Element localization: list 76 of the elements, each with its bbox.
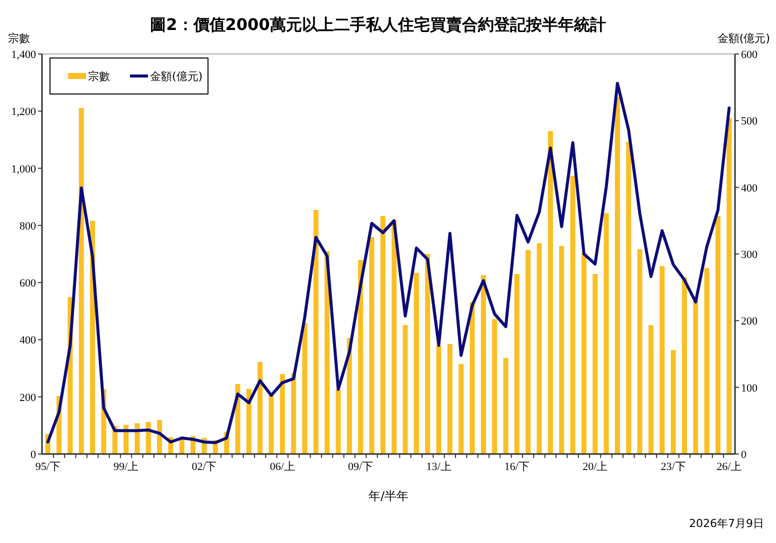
bar xyxy=(402,325,408,454)
y-tick-label: 0 xyxy=(30,449,36,461)
y-tick-label: 400 xyxy=(20,334,36,347)
bar xyxy=(526,250,531,454)
x-tick-label: 06/上 xyxy=(270,460,295,473)
bar xyxy=(414,272,419,454)
y-tick-label: 1,400 xyxy=(11,49,36,61)
bar xyxy=(369,237,374,454)
bar xyxy=(280,374,285,454)
bar xyxy=(592,274,598,454)
bar xyxy=(336,390,341,454)
bar xyxy=(548,131,553,454)
y2-tick-label: 200 xyxy=(741,316,758,328)
y-axis-title: 宗數 xyxy=(8,32,30,45)
bar xyxy=(626,142,632,454)
legend-label: 金額(億元) xyxy=(150,70,203,83)
chart-title: 圖2：價值2000萬元以上二手私人住宅買賣合約登記按半年統計 xyxy=(150,15,606,34)
x-tick-label: 23/下 xyxy=(660,461,686,473)
y-tick-label: 1,200 xyxy=(11,106,36,118)
y-tick-label: 1,000 xyxy=(11,163,36,176)
x-tick-label: 16/下 xyxy=(504,461,530,473)
y2-tick-label: 300 xyxy=(741,249,758,261)
bar xyxy=(648,325,654,454)
bar xyxy=(78,108,84,454)
y2-tick-label: 600 xyxy=(741,49,758,61)
x-tick-label: 95/下 xyxy=(35,461,60,473)
bar xyxy=(258,362,263,454)
x-tick-label: 13/上 xyxy=(426,460,452,473)
x-tick-label: 26/上 xyxy=(716,460,742,473)
bar xyxy=(604,213,609,454)
y2-tick-label: 400 xyxy=(741,182,758,194)
legend-label: 宗數 xyxy=(88,70,110,83)
bar xyxy=(581,253,586,454)
bar xyxy=(570,176,576,454)
bar xyxy=(670,350,676,454)
x-axis-title: 年/半年 xyxy=(368,489,409,503)
y2-tick-label: 0 xyxy=(741,449,747,461)
bar xyxy=(660,266,665,454)
bar xyxy=(291,373,296,454)
x-tick-label: 02/下 xyxy=(192,461,217,473)
bar xyxy=(614,96,620,454)
bar xyxy=(492,319,498,454)
bar xyxy=(693,296,698,454)
y-tick-label: 800 xyxy=(20,220,36,232)
text: 2026年7月9日 xyxy=(689,517,764,530)
bar xyxy=(436,345,442,454)
bar xyxy=(470,302,475,454)
bar xyxy=(302,323,308,454)
y-tick-label: 600 xyxy=(20,278,36,290)
bar xyxy=(380,216,386,454)
bar xyxy=(358,260,364,454)
y2-axis-title: 金額(億元) xyxy=(717,32,770,45)
bar xyxy=(425,254,430,454)
y2-tick-label: 100 xyxy=(741,382,758,394)
bar xyxy=(313,210,318,454)
y-tick-label: 200 xyxy=(20,392,36,404)
bar xyxy=(682,277,687,454)
bar xyxy=(514,274,520,454)
bar xyxy=(559,246,564,454)
bar xyxy=(726,118,732,454)
bar xyxy=(268,394,274,454)
line-series xyxy=(46,82,731,444)
bar xyxy=(458,364,464,454)
x-tick-label: 99/上 xyxy=(114,460,139,473)
x-tick-label: 20/上 xyxy=(582,460,608,473)
bar xyxy=(392,220,397,454)
bar xyxy=(503,358,508,454)
y2-tick-label: 500 xyxy=(741,116,758,128)
bar xyxy=(704,268,710,454)
bar xyxy=(715,216,720,454)
bar xyxy=(637,249,642,454)
bar xyxy=(480,275,486,454)
bar xyxy=(536,243,542,454)
bar xyxy=(447,344,452,454)
bar xyxy=(246,388,252,454)
x-tick-label: 09/下 xyxy=(348,461,374,473)
